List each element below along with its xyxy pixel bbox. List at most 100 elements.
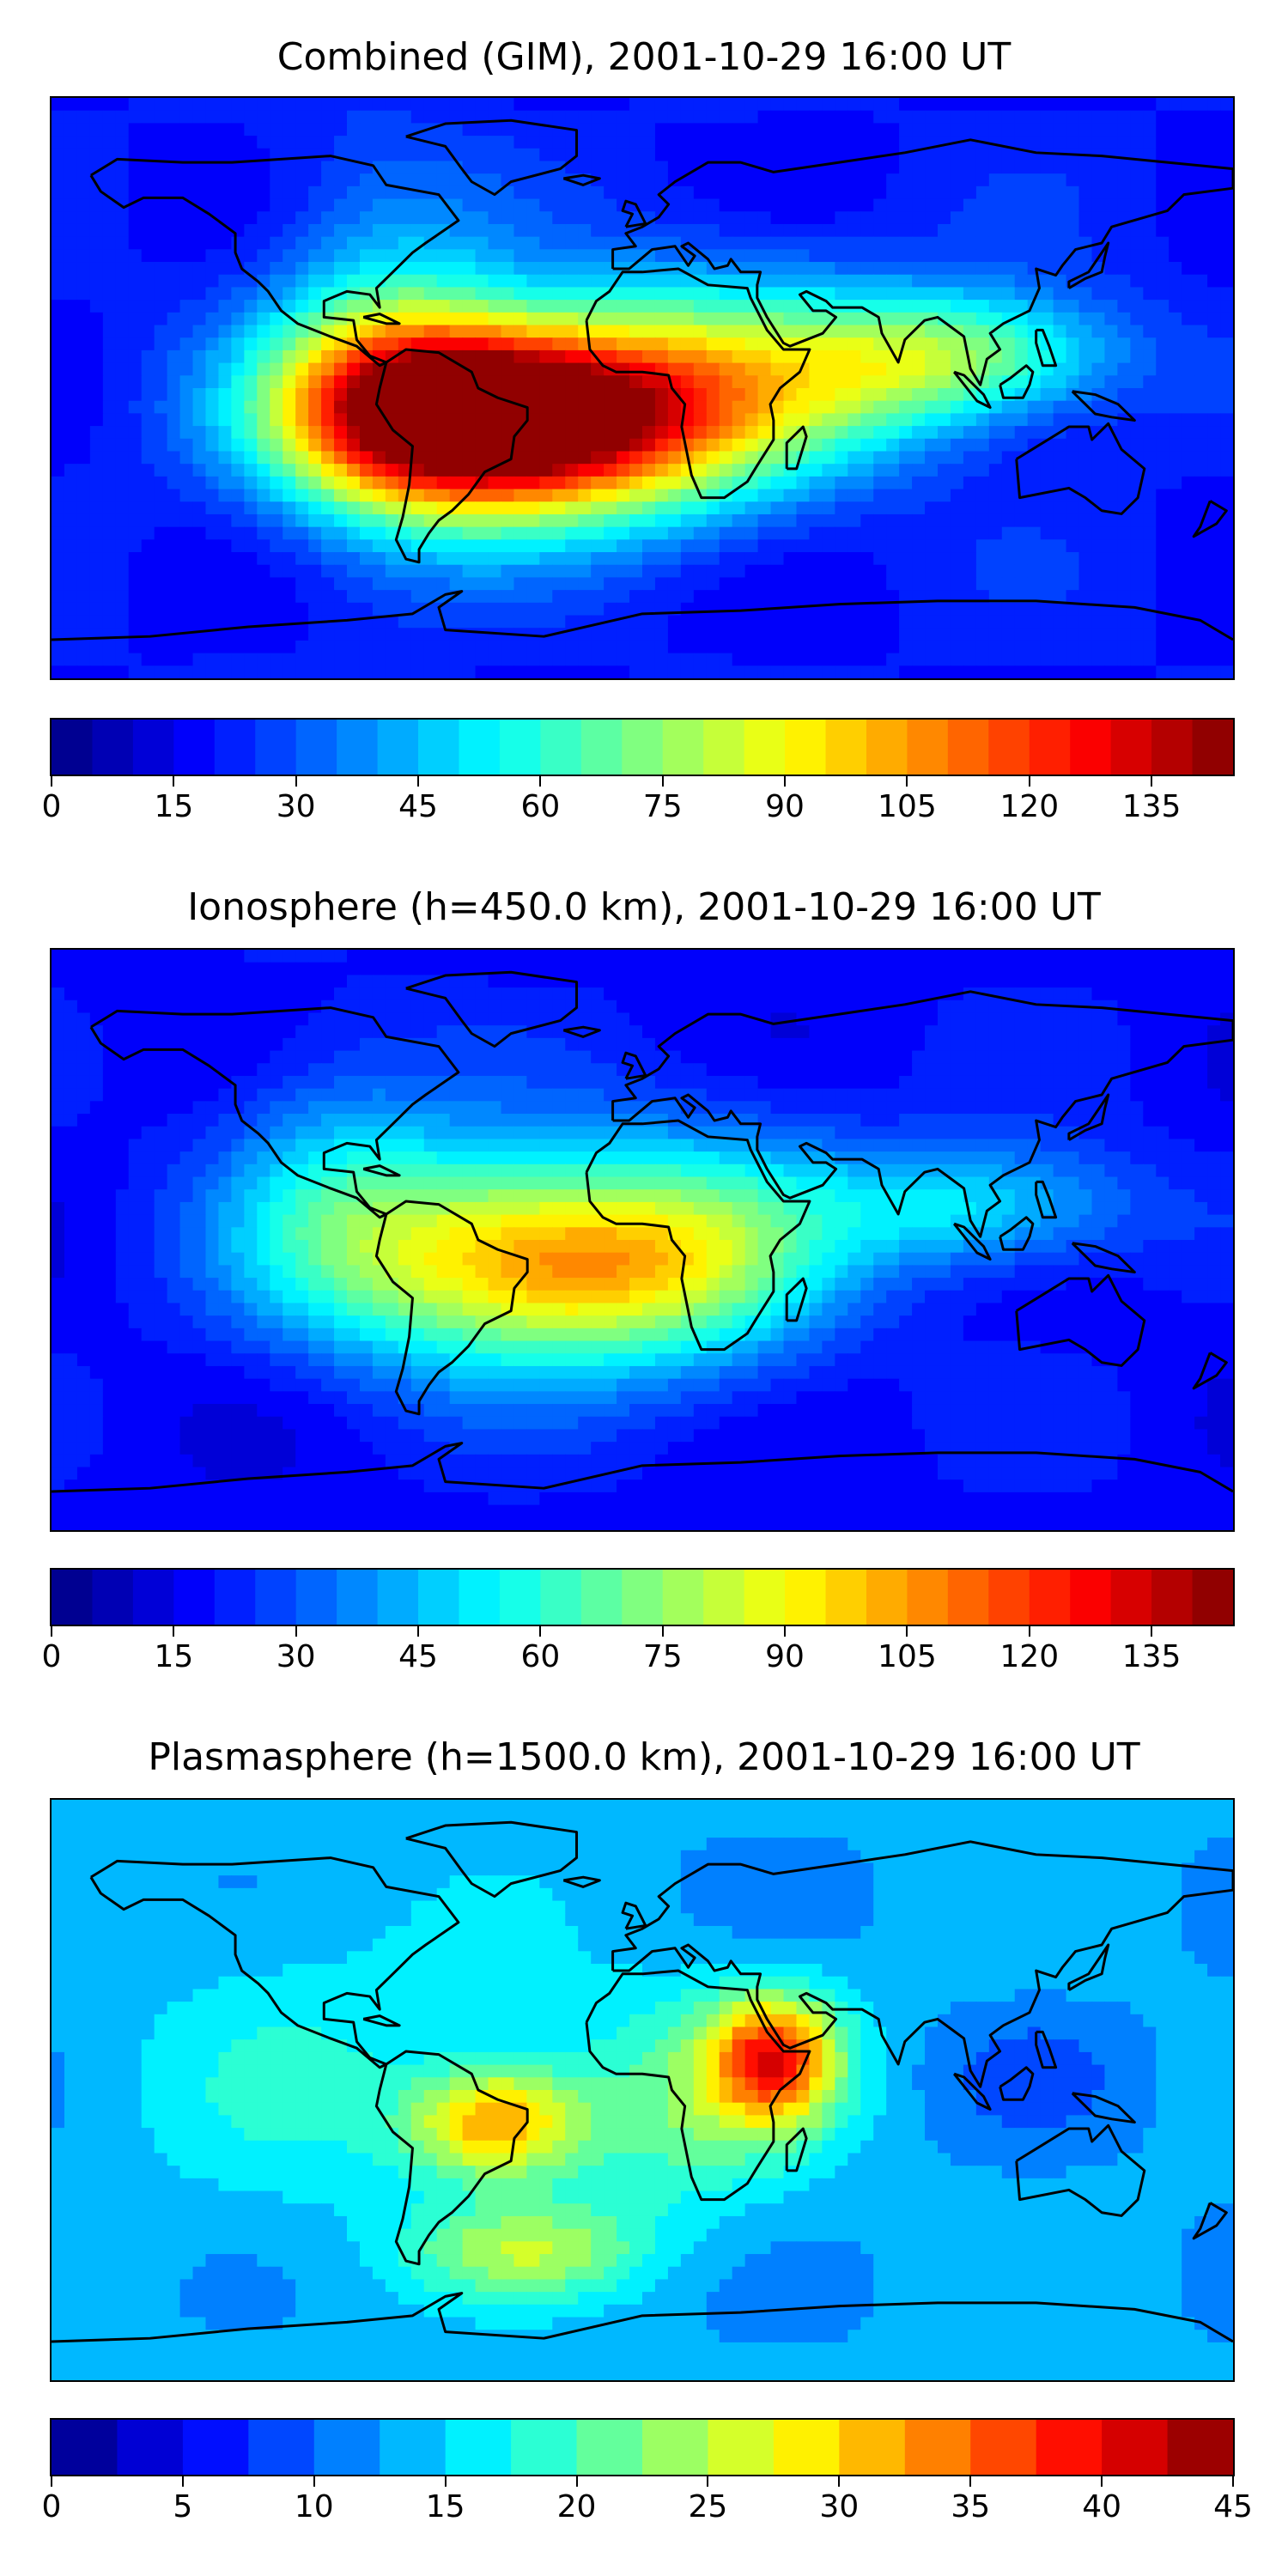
- ionosphere-colorbar-segment: [907, 1570, 949, 1625]
- plasmasphere-colorbar-tick: [313, 2476, 315, 2487]
- japan-coastline: [1067, 241, 1110, 289]
- combined-colorbar-segment: [52, 720, 93, 775]
- ionosphere-colorbar-segment: [214, 1570, 256, 1625]
- australia-coastline: [1015, 1273, 1146, 1367]
- plasmasphere-map: [50, 1798, 1235, 2382]
- ionosphere-colorbar-segment: [92, 1570, 134, 1625]
- ionosphere-colorbar-segment: [866, 1570, 908, 1625]
- combined-colorbar-tick-label: 90: [765, 789, 805, 824]
- plasmasphere-colorbar-ticks: 0 5 10 15 20 25 30 35 40 45: [42, 2476, 1253, 2528]
- combined-colorbar-tick: [51, 776, 52, 787]
- combined-colorbar-segment: [1110, 720, 1152, 775]
- plasmasphere-colorbar-segment: [904, 2420, 971, 2475]
- plasmasphere-colorbar-segment: [839, 2420, 906, 2475]
- combined-title: Combined (GIM), 2001-10-29 16:00 UT: [276, 35, 1012, 79]
- combined-colorbar-segment: [92, 720, 134, 775]
- eurasia-coastline: [611, 138, 1233, 386]
- ionosphere-colorbar-tick: [51, 1626, 52, 1637]
- plasmasphere-colorbar-tick-label: 40: [1082, 2489, 1122, 2524]
- combined-coastlines: [52, 118, 1233, 641]
- ionosphere-title: Ionosphere (h=450.0 km), 2001-10-29 16:0…: [187, 885, 1101, 929]
- ionosphere-colorbar-segment: [662, 1570, 704, 1625]
- antarctica-coastline: [52, 590, 1233, 641]
- combined-colorbar-segment: [825, 720, 867, 775]
- combined-colorbar-segment: [1070, 720, 1112, 775]
- plasmasphere-colorbar-segment: [182, 2420, 249, 2475]
- plasmasphere-colorbar-segment: [117, 2420, 184, 2475]
- ionosphere-colorbar-segment: [52, 1570, 93, 1625]
- ionosphere-colorbar-tick-label: 90: [765, 1639, 805, 1674]
- madagascar-coastline: [785, 425, 808, 471]
- ionosphere-colorbar-segment: [255, 1570, 297, 1625]
- ionosphere-colorbar-segment: [1192, 1570, 1233, 1625]
- combined-colorbar-tick-label: 60: [520, 789, 561, 824]
- ionosphere-colorbar-segment: [1029, 1570, 1071, 1625]
- ionosphere-colorbar-segment: [580, 1570, 623, 1625]
- greenland-coastline: [405, 118, 579, 197]
- combined-colorbar-segment: [173, 720, 216, 775]
- ionosphere-coastlines: [52, 970, 1233, 1493]
- ionosphere-colorbar-segment: [703, 1570, 745, 1625]
- uk-coastline: [621, 1051, 647, 1080]
- iceland-coastline: [562, 173, 601, 186]
- combined-colorbar-tick-label: 105: [878, 789, 937, 824]
- japan-coastline: [1067, 1943, 1110, 1991]
- ionosphere-colorbar-tick-label: 60: [520, 1639, 561, 1674]
- ionosphere-colorbar-tick-label: 0: [41, 1639, 62, 1674]
- combined-colorbar-segment: [703, 720, 745, 775]
- combined-colorbar-ticks: 0 15 30 45 60 75 90 105 120 135: [42, 776, 1235, 828]
- combined-colorbar-tick-label: 120: [999, 789, 1060, 824]
- africa-coastline: [585, 267, 811, 500]
- ionosphere-colorbar-tick-label: 120: [999, 1639, 1060, 1674]
- madagascar-coastline: [785, 1277, 808, 1322]
- ionosphere-colorbar-tick: [1028, 1626, 1030, 1637]
- combined-colorbar-segment: [1151, 720, 1194, 775]
- africa-coastline: [585, 1969, 811, 2202]
- borneo-coastline: [999, 364, 1035, 399]
- ionosphere-colorbar-segment: [744, 1570, 786, 1625]
- combined-colorbar-segment: [132, 720, 174, 775]
- combined-colorbar-segment: [255, 720, 297, 775]
- combined-colorbar-tick: [539, 776, 542, 787]
- new-guinea-coastline: [1071, 2092, 1136, 2124]
- iceland-coastline: [562, 1025, 601, 1038]
- eurasia-coastline: [611, 1840, 1233, 2088]
- ionosphere-colorbar-segment: [132, 1570, 174, 1625]
- ionosphere-map: [50, 948, 1235, 1532]
- combined-colorbar-tick-label: 15: [154, 789, 194, 824]
- combined-colorbar-segment: [459, 720, 501, 775]
- combined-colorbar-tick: [1151, 776, 1153, 787]
- combined-colorbar-tick: [784, 776, 787, 787]
- combined-colorbar-segment: [295, 720, 337, 775]
- antarctica-coastline: [52, 2292, 1233, 2343]
- plasmasphere-colorbar-segment: [970, 2420, 1037, 2475]
- combined-colorbar-segment: [1029, 720, 1071, 775]
- north-america-coastline: [89, 1856, 460, 2069]
- plasmasphere-colorbar-tick: [181, 2476, 184, 2487]
- plasmasphere-colorbar-segment: [380, 2420, 447, 2475]
- ionosphere-colorbar-segment: [540, 1570, 582, 1625]
- ionosphere-colorbar-segment: [947, 1570, 989, 1625]
- combined-colorbar-segment: [377, 720, 419, 775]
- plasmasphere-colorbar-segment: [52, 2420, 118, 2475]
- plasmasphere-colorbar-tick: [838, 2476, 841, 2487]
- combined-colorbar-segment: [337, 720, 379, 775]
- combined-colorbar-tick: [661, 776, 664, 787]
- combined-colorbar-segment: [418, 720, 459, 775]
- new-guinea-coastline: [1071, 390, 1136, 422]
- plasmasphere-colorbar: [50, 2418, 1235, 2476]
- ionosphere-colorbar-tick: [906, 1626, 908, 1637]
- ionosphere-colorbar-ticks: 0 15 30 45 60 75 90 105 120 135: [42, 1626, 1235, 1678]
- sumatra-coastline: [952, 370, 992, 410]
- plasmasphere-colorbar-segment: [576, 2420, 643, 2475]
- combined-colorbar-segment: [540, 720, 582, 775]
- ionosphere-field: [52, 950, 1233, 1530]
- ionosphere-colorbar-tick-label: 15: [154, 1639, 194, 1674]
- plasmasphere-colorbar-tick-label: 45: [1213, 2489, 1253, 2524]
- africa-coastline: [585, 1119, 811, 1352]
- ionosphere-colorbar-tick: [295, 1626, 297, 1637]
- combined-colorbar: [50, 718, 1235, 776]
- plasmasphere-colorbar-tick: [444, 2476, 447, 2487]
- combined-colorbar-tick-label: 30: [276, 789, 316, 824]
- combined-colorbar-segment: [988, 720, 1030, 775]
